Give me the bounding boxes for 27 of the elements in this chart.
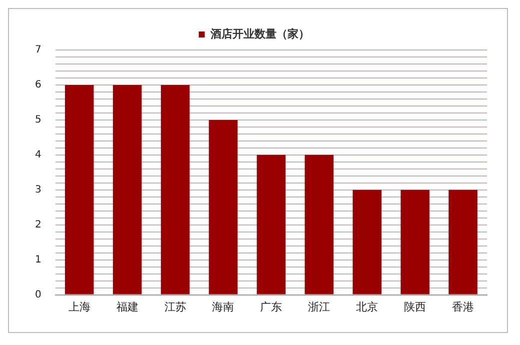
bar — [112, 84, 142, 294]
x-tick-label: 海南 — [212, 300, 234, 314]
y-tick-label: 2 — [34, 219, 42, 230]
bar — [160, 84, 190, 294]
bar — [208, 120, 238, 294]
x-tick-label: 浙江 — [308, 300, 330, 314]
bar — [448, 190, 478, 294]
bar — [256, 154, 286, 294]
bar — [352, 190, 382, 294]
y-tick-label: 4 — [34, 150, 42, 161]
x-tick-label: 北京 — [356, 300, 378, 314]
y-tick-label: 1 — [34, 254, 42, 266]
y-tick-label: 5 — [34, 114, 42, 126]
x-tick-label: 香港 — [452, 300, 474, 314]
x-tick-label: 广东 — [260, 300, 282, 314]
bar — [304, 154, 334, 294]
x-tick-label: 福建 — [116, 300, 138, 314]
y-tick-label: 7 — [34, 44, 42, 56]
legend-label: 酒店开业数量（家） — [209, 27, 310, 40]
x-tick-label: 陕西 — [404, 300, 426, 314]
y-tick-label: 0 — [34, 289, 42, 300]
x-tick-label: 上海 — [68, 300, 90, 314]
y-tick-label: 6 — [34, 80, 42, 91]
bar — [64, 84, 94, 294]
y-tick-label: 3 — [34, 184, 42, 196]
bar — [400, 190, 430, 294]
x-tick-label: 江苏 — [164, 300, 186, 314]
